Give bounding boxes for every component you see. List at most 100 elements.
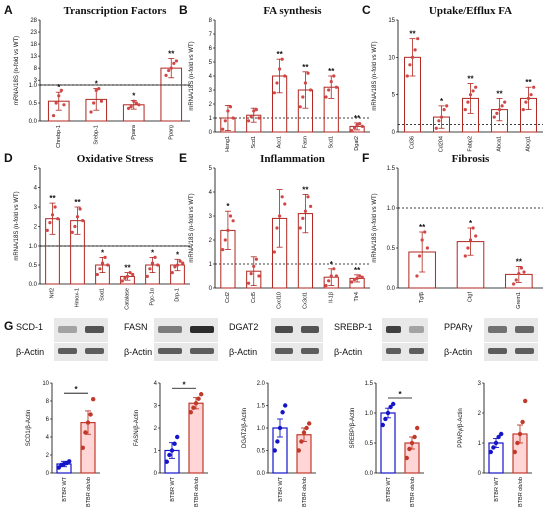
tick-label: 4	[154, 381, 158, 387]
panel-letter: G	[4, 319, 13, 333]
data-point	[67, 459, 72, 464]
data-point	[123, 276, 127, 280]
data-point	[417, 254, 422, 258]
data-point	[298, 226, 302, 230]
blot-image	[154, 343, 218, 361]
tick-label: 0.5	[29, 101, 38, 107]
category-label: Grem1	[516, 292, 522, 309]
data-point	[97, 87, 101, 91]
blot-band	[58, 348, 77, 354]
data-point	[231, 219, 235, 223]
western-blots: G SCD-1β-ActinFASNβ-ActinDGAT2β-ActinSREB…	[4, 318, 538, 361]
y-axis-label: DGAT2/β-Actin	[242, 408, 248, 448]
data-point	[524, 100, 528, 104]
y-axis-label: SREBP/β-Actin	[350, 408, 356, 449]
panel-e: E Inflammation 0 1 2 3 4 5 mRNA/18S (n-fold vs W…	[179, 151, 370, 309]
data-point	[164, 459, 169, 464]
category-label: BTBR WT	[170, 476, 176, 501]
significance-marker: *	[226, 202, 230, 211]
data-point	[172, 61, 176, 65]
tick-label: 0	[46, 471, 50, 477]
tick-label: 23	[30, 30, 37, 36]
quant-chart-4: 0.0 0.5 1.0 1.5 SREBP/β-Actin BTBR WT BTBR ob/…	[350, 381, 424, 507]
tick-label: 3	[209, 88, 213, 94]
data-point	[59, 88, 63, 92]
tick-label: 0	[154, 471, 158, 477]
data-point	[307, 421, 312, 426]
tick-label: 4	[209, 190, 213, 196]
data-point	[306, 195, 310, 199]
data-point	[309, 88, 313, 92]
data-point	[391, 401, 396, 407]
blot-band	[301, 348, 319, 354]
significance-marker: **	[328, 67, 335, 76]
data-point	[495, 111, 499, 115]
tick-label: 1	[478, 441, 482, 447]
category-label: Cxcl10	[277, 292, 283, 309]
data-point	[526, 96, 531, 100]
data-point	[463, 254, 467, 258]
significance-marker: **	[302, 185, 309, 194]
panel-title: Inflammation	[260, 153, 325, 165]
significance-marker: **	[168, 50, 175, 59]
panel-letter: D	[4, 151, 13, 165]
data-point	[99, 99, 104, 103]
protein-label: PPARγ	[444, 322, 473, 332]
category-label: Catalase	[125, 288, 131, 310]
data-point	[301, 95, 305, 99]
data-point	[332, 267, 336, 271]
data-point	[303, 209, 308, 213]
data-point	[471, 89, 475, 93]
panel-title: Transcription Factors	[64, 5, 167, 17]
data-point	[88, 412, 93, 417]
data-point	[468, 238, 473, 242]
category-label: Cx3cl1	[302, 292, 308, 309]
tick-label: 0.5	[365, 441, 374, 447]
data-point	[257, 274, 261, 278]
data-point	[497, 108, 502, 112]
data-point	[137, 103, 141, 107]
data-point	[164, 73, 168, 77]
tick-label: 0.5	[29, 263, 38, 269]
blot-band	[158, 348, 182, 354]
tick-label: 1.5	[257, 404, 266, 410]
category-label: BTBR ob/ob	[86, 477, 92, 507]
category-label: Cd36	[410, 136, 416, 149]
data-point	[169, 66, 173, 70]
data-point	[272, 448, 277, 453]
data-point	[175, 263, 180, 267]
data-point	[474, 234, 478, 238]
data-point	[178, 259, 182, 263]
data-point	[51, 114, 56, 118]
data-point	[409, 440, 415, 446]
data-point	[303, 81, 308, 85]
data-point	[226, 109, 230, 113]
panel-f: F Fibrosis 0.0 0.5 1.0 1.5 mRNA/18S (n-fold vs…	[362, 151, 543, 309]
category-label: Pparg	[168, 125, 174, 140]
category-label: Nrf2	[50, 288, 56, 298]
data-point	[223, 238, 227, 242]
data-point	[80, 445, 86, 450]
blot-band	[158, 326, 182, 333]
data-point	[405, 74, 409, 78]
tick-label: 0.0	[387, 286, 396, 292]
y-axis-label: PPARγ/β-Actin	[458, 408, 464, 447]
data-point	[503, 100, 507, 104]
data-point	[246, 119, 251, 123]
tick-label: 1.0	[29, 244, 38, 250]
data-point	[468, 93, 473, 97]
tick-label: 2	[154, 426, 158, 432]
loading-control-label: β-Actin	[16, 347, 44, 357]
data-point	[156, 263, 160, 267]
blot-band	[301, 326, 319, 333]
blot-image	[54, 343, 108, 361]
category-label: Srebp-1	[93, 125, 99, 145]
data-point	[231, 116, 235, 120]
data-point	[91, 397, 96, 402]
data-point	[425, 246, 429, 250]
data-point	[167, 68, 171, 73]
upper-panels: A Transcription Factors0.00.51.0381318232…	[4, 3, 543, 310]
tick-label: 2	[478, 411, 482, 417]
data-point	[196, 396, 201, 401]
blot-image	[382, 343, 428, 361]
